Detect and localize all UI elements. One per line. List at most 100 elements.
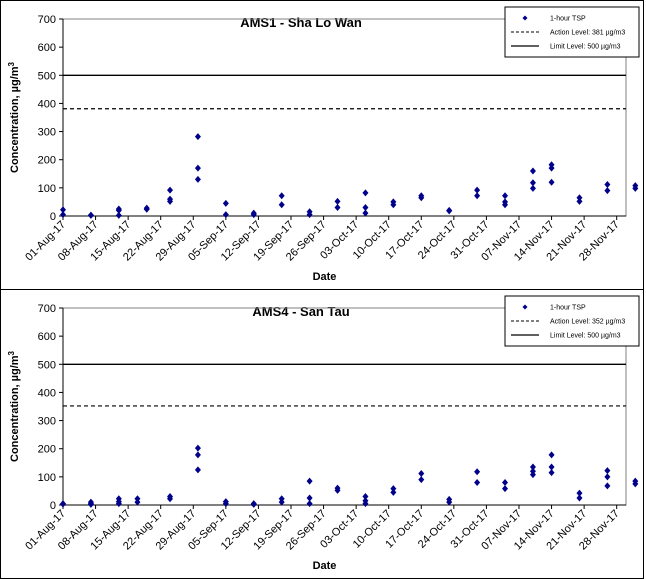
data-point	[529, 184, 536, 192]
data-point	[446, 207, 453, 215]
data-point	[548, 463, 555, 471]
data-point	[418, 194, 425, 202]
legend: 1-hour TSP Action Level: 352 µg/m3 Limit L…	[504, 295, 640, 347]
data-point	[529, 167, 536, 175]
chart-ams4: AMS4 - San Tau010020030040050060070001-A…	[7, 295, 640, 572]
data-point	[604, 473, 611, 481]
data-point	[418, 469, 425, 477]
data-point	[334, 197, 341, 205]
data-point	[87, 500, 94, 508]
data-point	[529, 179, 536, 187]
data-point	[143, 205, 150, 213]
y-tick-label: 200	[38, 444, 56, 456]
data-point	[362, 204, 369, 212]
legend-label: Action Level: 381 µg/m3	[550, 30, 625, 37]
data-point	[278, 498, 285, 506]
data-point	[632, 480, 639, 488]
chart-title: AMS4 - San Tau	[252, 304, 349, 319]
data-point	[529, 471, 536, 479]
data-point	[604, 180, 611, 188]
data-point	[278, 192, 285, 200]
data-point	[278, 201, 285, 209]
y-tick-label: 0	[50, 211, 56, 223]
legend-label: 1-hour TSP	[550, 305, 586, 312]
data-point	[548, 164, 555, 172]
y-tick-label: 300	[38, 127, 56, 139]
data-point	[194, 466, 201, 474]
y-tick-label: 400	[38, 98, 56, 110]
data-point	[115, 500, 122, 508]
data-point	[334, 204, 341, 212]
data-point	[502, 201, 509, 209]
data-point	[474, 478, 481, 486]
data-point	[548, 178, 555, 186]
data-point	[390, 485, 397, 493]
data-point	[250, 500, 257, 508]
data-point	[115, 206, 122, 214]
legend-label: Action Level: 352 µg/m3	[550, 319, 625, 326]
data-point	[222, 199, 229, 207]
legend-marker	[522, 304, 528, 310]
data-point	[167, 495, 174, 503]
data-point	[134, 498, 141, 506]
data-point	[60, 500, 66, 508]
data-point	[194, 451, 201, 459]
data-point	[632, 184, 639, 192]
y-axis-title: Concentration, µg/m3	[7, 350, 21, 462]
data-point	[474, 192, 481, 200]
data-point	[502, 192, 509, 200]
data-point	[167, 197, 174, 205]
data-point	[362, 189, 369, 197]
data-point	[576, 494, 583, 502]
data-point	[194, 175, 201, 183]
y-tick-label: 100	[38, 472, 56, 484]
data-point	[418, 476, 425, 484]
chart-ams1: AMS1 - Sha Lo Wan01002003004005006007000…	[7, 6, 640, 283]
data-point	[167, 186, 174, 194]
data-point	[474, 468, 481, 476]
data-point	[362, 209, 369, 217]
data-point	[306, 494, 313, 502]
legend-label: 1-hour TSP	[550, 16, 586, 23]
x-axis-title: Date	[313, 560, 337, 572]
y-axis-title-sup: 3	[7, 350, 16, 355]
y-axis-title: Concentration, µg/m3	[7, 61, 21, 173]
chart-panel-ams1: AMS1 - Sha Lo Wan 0 100 200 300 400 500 600 700 0…	[0, 0, 644, 290]
data-point	[576, 489, 583, 497]
y-tick-label: 600	[38, 42, 56, 54]
legend-label: Limit Level: 500 µg/m3	[550, 44, 621, 51]
data-point	[548, 451, 555, 459]
data-point	[306, 500, 313, 508]
y-tick-label: 700	[38, 14, 56, 26]
data-point	[194, 164, 201, 172]
y-tick-label: 0	[50, 500, 56, 512]
y-tick-label: 200	[38, 155, 56, 167]
data-point	[60, 206, 66, 214]
legend: 1-hour TSP Action Level: 381 µg/m3 Limit L…	[504, 6, 640, 58]
data-point	[576, 194, 583, 202]
data-point	[390, 201, 397, 209]
y-tick-label: 700	[38, 303, 56, 315]
data-point	[604, 187, 611, 195]
y-axis-title-sup: 3	[7, 61, 16, 66]
chart-panel-ams4: AMS4 - San Tau 0 100 200 300 400 500 600 700 01-A…	[0, 289, 644, 579]
legend-label: Limit Level: 500 µg/m3	[550, 333, 621, 340]
data-point	[194, 444, 201, 452]
data-point	[604, 482, 611, 490]
data-point	[362, 493, 369, 501]
data-point	[222, 211, 229, 219]
data-point	[474, 186, 481, 194]
y-tick-label: 100	[38, 183, 56, 195]
data-point	[604, 467, 611, 475]
data-point	[115, 211, 122, 219]
legend-marker	[522, 15, 528, 21]
data-point	[502, 478, 509, 486]
data-point	[548, 469, 555, 477]
data-point	[576, 197, 583, 205]
data-point	[390, 488, 397, 496]
data-point	[222, 500, 229, 508]
y-tick-label: 300	[38, 416, 56, 428]
data-point	[194, 133, 201, 141]
data-point	[529, 463, 536, 471]
y-tick-label: 500	[38, 70, 56, 82]
